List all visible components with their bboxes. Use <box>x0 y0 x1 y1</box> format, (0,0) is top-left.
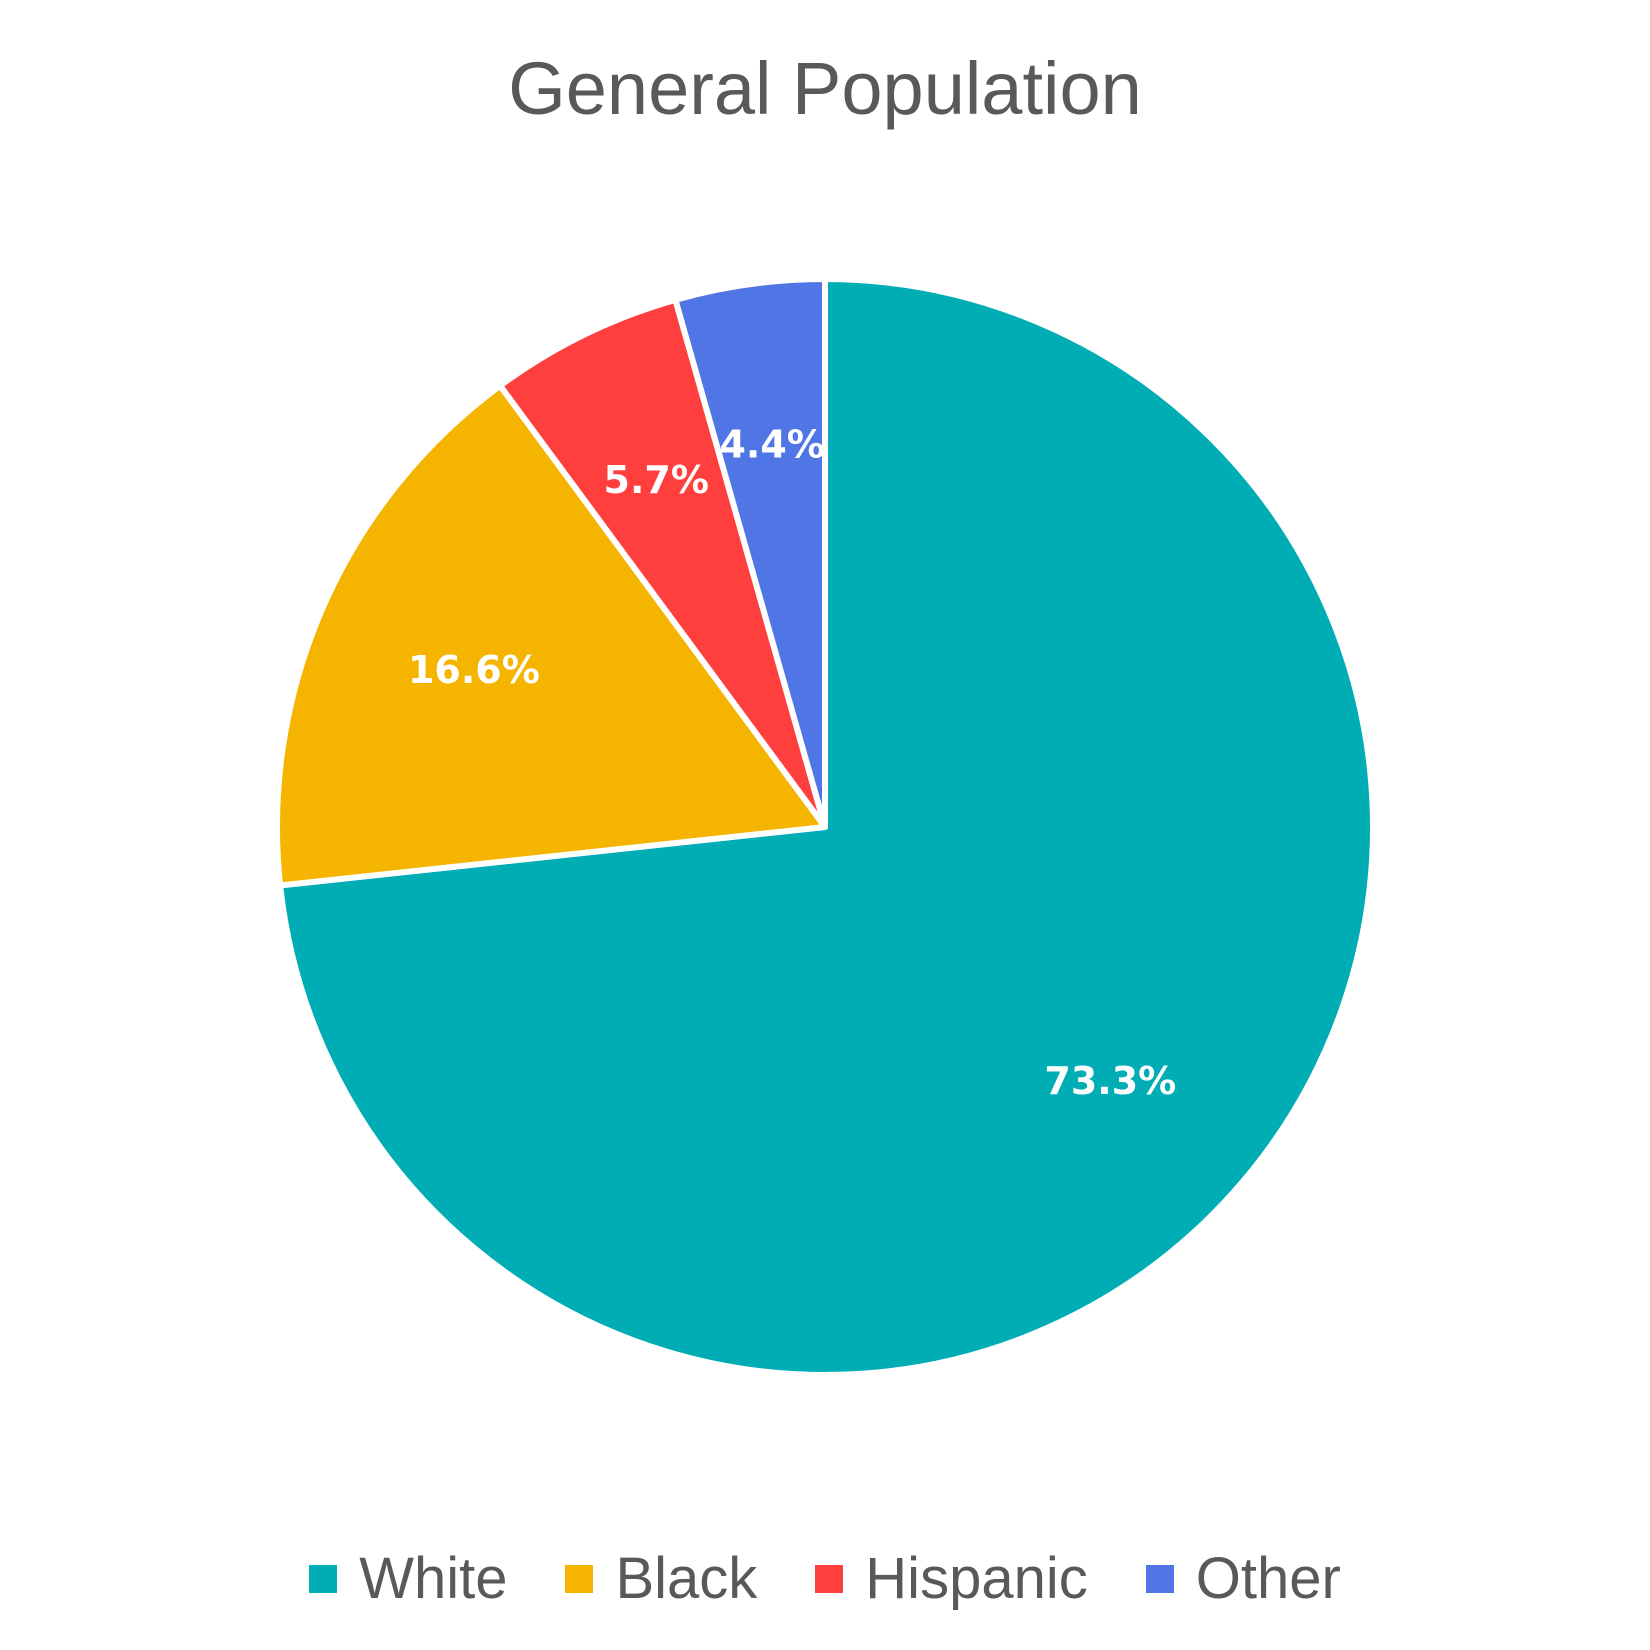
legend-swatch-white <box>309 1564 338 1593</box>
legend-swatch-other <box>1145 1564 1174 1593</box>
legend-label-hispanic: Hispanic <box>865 1546 1088 1611</box>
legend-swatch-black <box>565 1564 594 1593</box>
legend-item-other[interactable]: Other <box>1145 1545 1341 1612</box>
legend-item-white[interactable]: White <box>309 1545 507 1612</box>
legend-swatch-hispanic <box>815 1564 844 1593</box>
pie-slice-black[interactable] <box>274 382 828 889</box>
data-label-hispanic: 5.7% <box>604 458 709 502</box>
data-label-black: 16.6% <box>408 648 540 692</box>
data-label-other: 4.4% <box>719 423 824 467</box>
chart-title: General Population <box>508 47 1142 130</box>
legend-item-hispanic[interactable]: Hispanic <box>815 1545 1088 1612</box>
data-label-white: 73.3% <box>1044 1059 1176 1103</box>
pie-slice-other[interactable] <box>672 276 828 830</box>
legend-label-other: Other <box>1195 1546 1341 1611</box>
legend: White Black Hispanic Other <box>0 1545 1650 1612</box>
legend-label-black: Black <box>615 1546 758 1611</box>
legend-label-white: White <box>359 1546 508 1611</box>
legend-item-black[interactable]: Black <box>565 1545 757 1612</box>
pie-slice-hispanic[interactable] <box>497 296 828 830</box>
